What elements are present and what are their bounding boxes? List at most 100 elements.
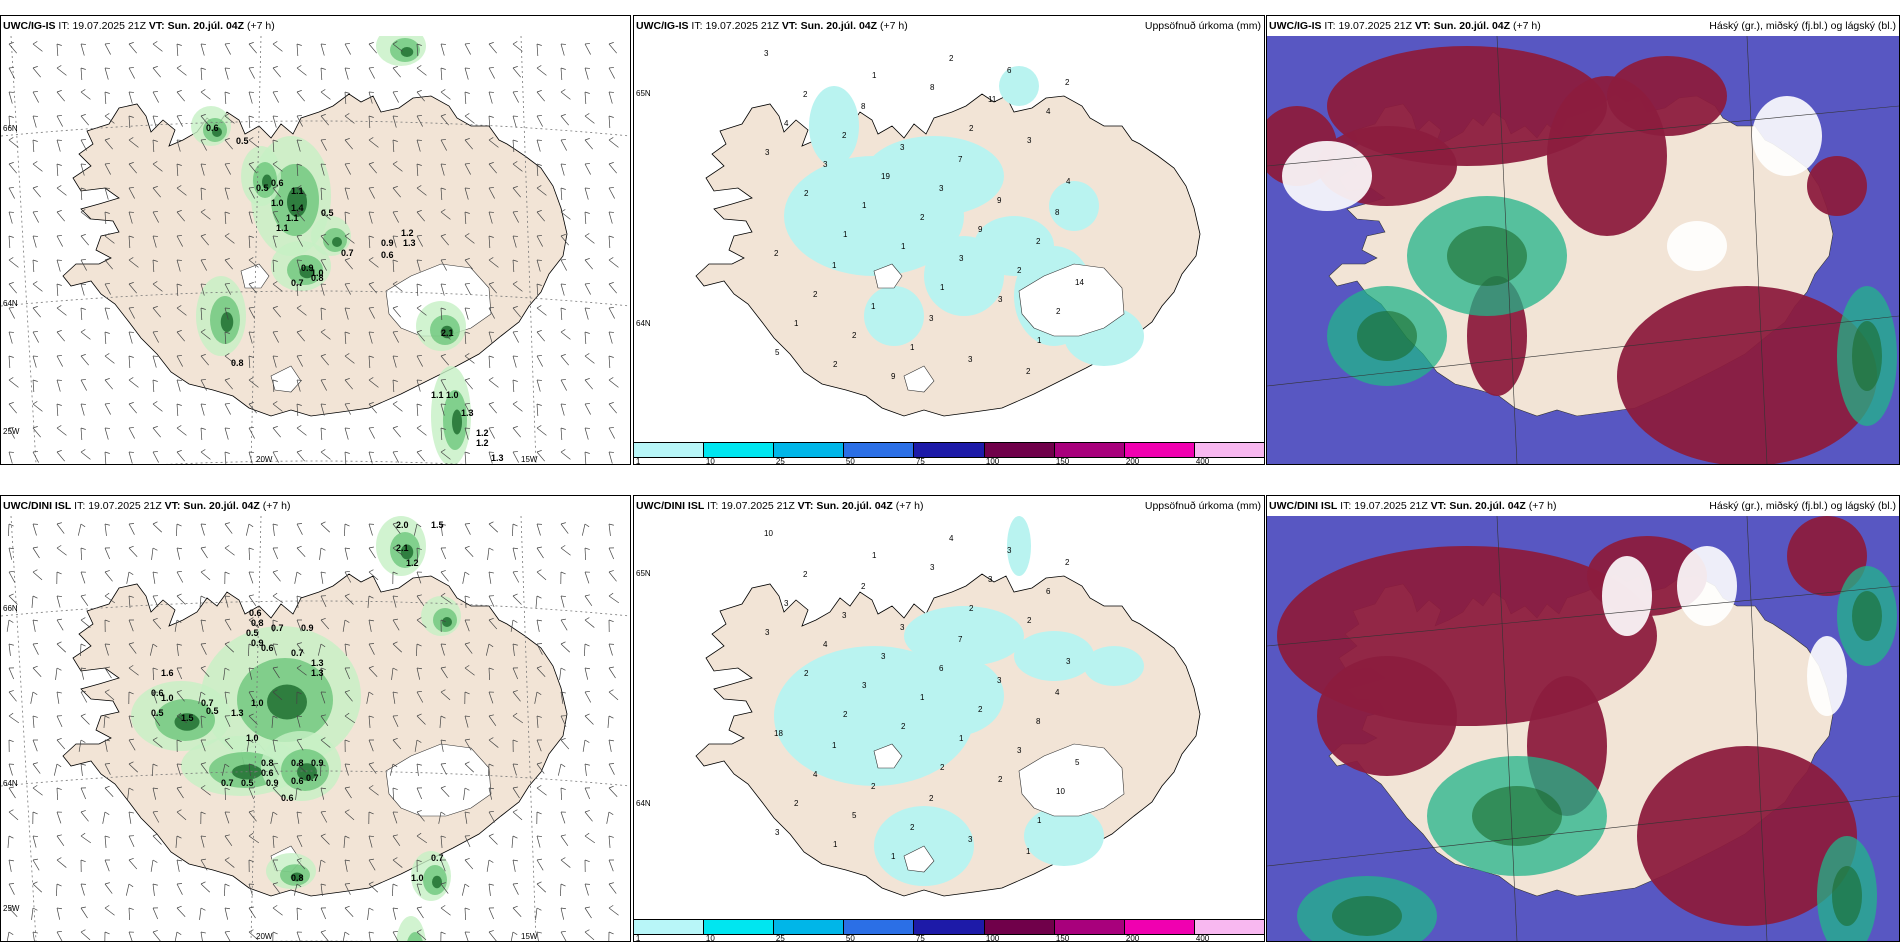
precip-rate-label: 0.6 — [381, 250, 394, 260]
lat-label: 66N — [3, 124, 18, 133]
wind-barb-flag — [224, 353, 230, 357]
wind-barb — [584, 787, 591, 800]
wind-barb — [392, 739, 402, 750]
wind-barb — [320, 715, 329, 727]
gridline — [1746, 516, 1768, 941]
wind-barb — [272, 547, 279, 560]
wind-barb — [272, 883, 281, 894]
wind-barb — [32, 331, 39, 343]
wind-barb — [80, 715, 90, 725]
wind-barb-flag — [488, 67, 495, 69]
wind-barb — [416, 451, 425, 462]
lat-gridline — [1, 120, 630, 137]
mid-cloud-core — [1852, 321, 1882, 391]
wind-barb — [392, 619, 400, 631]
wind-barb — [368, 163, 377, 174]
wind-barb — [464, 667, 475, 676]
wind-barb — [32, 163, 43, 172]
wind-barb — [80, 331, 91, 340]
wind-barb-flag — [176, 450, 182, 453]
wind-barb — [56, 451, 65, 462]
wind-barb-flag — [104, 353, 110, 357]
wind-barb-flag — [296, 185, 302, 189]
wind-barb-flag — [248, 377, 254, 381]
wind-barb-flag — [272, 331, 279, 333]
wind-barb-flag — [416, 185, 422, 189]
wind-barb — [8, 307, 15, 319]
wind-barb — [464, 187, 469, 200]
wind-barb-flag — [368, 881, 374, 885]
wind-barb — [224, 739, 234, 750]
wind-barb-flag — [488, 282, 494, 285]
wind-barb-flag — [8, 905, 14, 909]
wind-barb — [608, 547, 615, 560]
precip-total-label: 18 — [774, 729, 783, 738]
precip-rate-label: 1.4 — [291, 203, 304, 213]
wind-barb-flag — [416, 859, 422, 863]
wind-barb-flag — [224, 883, 230, 887]
wind-barb-flag — [368, 67, 375, 69]
precip-total-label: 1 — [920, 693, 925, 702]
wind-barb-flag — [8, 137, 14, 141]
wind-barb — [488, 907, 495, 920]
wind-barb-flag — [464, 665, 470, 669]
wind-barb — [536, 67, 547, 76]
wind-barb — [440, 43, 445, 56]
wind-barb-flag — [440, 139, 447, 141]
wind-barb — [272, 643, 277, 656]
wind-barb — [296, 715, 301, 728]
wind-barb — [440, 763, 447, 775]
precip-rate-label: 0.9 — [301, 263, 314, 273]
precip-total-label: 2 — [803, 570, 808, 579]
it-value: 19.07.2025 21Z — [1354, 500, 1428, 512]
wind-barb — [392, 715, 399, 728]
wind-barb-flag — [392, 451, 399, 453]
precip-map: 1027412123318232368423332554641321333110… — [634, 516, 1264, 919]
wind-barb-flag — [272, 689, 278, 693]
wind-barb-flag — [176, 786, 182, 789]
wind-barb-flag — [536, 762, 542, 765]
precip-total-label: 2 — [833, 360, 838, 369]
wind-barb — [608, 355, 611, 368]
wind-barb — [200, 619, 204, 632]
wind-barb — [128, 835, 135, 848]
wind-barb — [78, 739, 82, 752]
wind-barb-flag — [392, 595, 399, 597]
wind-barb — [416, 403, 419, 416]
wind-barb-flag — [584, 283, 591, 285]
wind-barb — [608, 115, 611, 128]
precip-total-label: 10 — [764, 529, 773, 538]
wind-barb-flag — [296, 403, 302, 406]
wind-barb — [8, 451, 13, 464]
wind-barb — [128, 331, 133, 344]
wind-barb — [608, 451, 613, 464]
wind-barb-flag — [464, 378, 470, 381]
wind-barb-flag — [248, 906, 254, 909]
wind-barb — [536, 667, 546, 678]
wind-barb-flag — [80, 810, 86, 813]
wind-barb — [488, 571, 492, 584]
wind-barb-flag — [152, 617, 158, 621]
wind-barb-flag — [344, 570, 351, 573]
precip-total-label: 2 — [940, 763, 945, 772]
wind-barb — [8, 67, 15, 79]
wind-barb-flag — [296, 738, 302, 741]
wind-barb-flag — [488, 571, 494, 574]
wind-barb — [416, 115, 423, 127]
wind-barb-flag — [104, 113, 110, 117]
wind-barb — [32, 835, 37, 848]
wind-barb-flag — [80, 139, 87, 141]
wind-barb-flag — [584, 138, 590, 141]
wind-barb — [608, 211, 613, 224]
high-cloud-area — [1787, 516, 1867, 596]
wind-barb — [512, 355, 517, 368]
wind-barb — [464, 379, 473, 390]
wind-barb — [296, 619, 302, 632]
wind-barb — [296, 331, 305, 342]
wind-barb-flag — [296, 691, 302, 695]
wind-barb-flag — [224, 233, 230, 237]
wind-barb — [152, 139, 155, 152]
wind-barb — [320, 115, 329, 126]
precip-total-label: 2 — [969, 124, 974, 133]
wind-barb — [8, 403, 17, 414]
